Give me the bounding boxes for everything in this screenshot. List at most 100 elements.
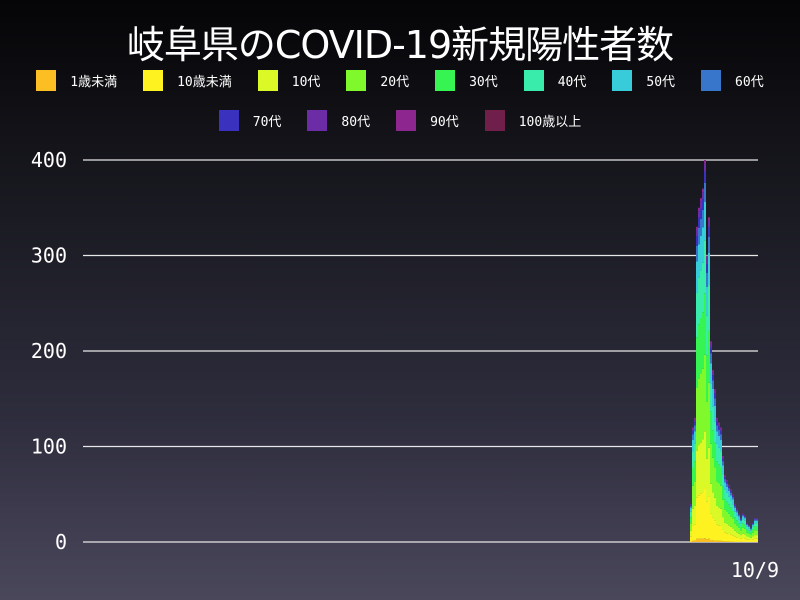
bar-segment bbox=[708, 227, 710, 237]
bar-segment bbox=[706, 539, 708, 542]
bar-segment bbox=[724, 475, 726, 476]
bar-segment bbox=[702, 199, 704, 210]
bar-segment bbox=[702, 439, 704, 493]
bar-segment bbox=[738, 527, 740, 534]
bar-segment bbox=[692, 508, 694, 526]
bar-segment bbox=[746, 524, 748, 526]
bar-segment bbox=[718, 540, 720, 542]
bar-segment bbox=[716, 540, 718, 542]
bar-stack bbox=[756, 518, 758, 542]
bar-segment bbox=[700, 442, 702, 494]
bar-stack bbox=[730, 489, 732, 542]
bar-segment bbox=[718, 447, 720, 465]
bar-segment bbox=[738, 519, 740, 524]
bar-segment bbox=[726, 501, 728, 512]
bar-segment bbox=[694, 431, 696, 444]
bar-segment bbox=[736, 508, 738, 510]
bar-segment bbox=[740, 535, 742, 539]
bar-segment bbox=[740, 538, 742, 542]
bar-segment bbox=[712, 389, 714, 407]
legend-swatch bbox=[523, 70, 544, 91]
bar-segment bbox=[728, 491, 730, 497]
bar-segment bbox=[722, 517, 724, 530]
bar-segment bbox=[692, 525, 694, 541]
bar-segment bbox=[720, 467, 722, 486]
bar-segment bbox=[704, 488, 706, 539]
y-tick-label: 200 bbox=[31, 339, 67, 363]
bar-segment bbox=[738, 516, 740, 520]
legend-item: 80代 bbox=[307, 110, 370, 131]
bar-stack bbox=[718, 422, 720, 542]
bar-segment bbox=[726, 479, 728, 481]
bar-segment bbox=[750, 539, 752, 542]
bar-segment bbox=[750, 530, 752, 533]
bar-segment bbox=[718, 525, 720, 541]
bar-segment bbox=[692, 428, 694, 431]
bar-segment bbox=[736, 532, 738, 538]
bar-segment bbox=[694, 421, 696, 426]
bar-segment bbox=[728, 488, 730, 492]
bar-segment bbox=[702, 227, 704, 263]
bar-segment bbox=[690, 523, 692, 531]
bar-segment bbox=[754, 519, 756, 521]
bar-stack bbox=[732, 494, 734, 542]
legend-label: 100歳以上 bbox=[518, 115, 582, 130]
bar-segment bbox=[708, 220, 710, 228]
legend-item: 70代 bbox=[218, 110, 281, 131]
bar-segment bbox=[752, 525, 754, 527]
bar-segment bbox=[746, 529, 748, 533]
bar-segment bbox=[748, 525, 750, 526]
bar-segment bbox=[706, 355, 708, 402]
bar-segment bbox=[712, 492, 714, 518]
bar-stack bbox=[746, 522, 748, 542]
legend-label: 1歳未満 bbox=[70, 75, 118, 90]
bar-segment bbox=[714, 540, 716, 542]
bar-segment bbox=[708, 330, 710, 383]
bar-segment bbox=[700, 236, 702, 271]
bar-segment bbox=[718, 429, 720, 436]
bar-segment bbox=[730, 490, 732, 492]
bar-segment bbox=[694, 419, 696, 422]
bar-segment bbox=[728, 485, 730, 487]
bar-segment bbox=[756, 518, 758, 520]
bar-stack bbox=[690, 503, 692, 542]
bar-segment bbox=[742, 513, 744, 515]
bar-segment bbox=[744, 520, 746, 525]
legend-swatch bbox=[701, 70, 722, 91]
bar-segment bbox=[710, 341, 712, 344]
bar-segment bbox=[710, 513, 712, 540]
bar-segment bbox=[730, 507, 732, 517]
bar-stack bbox=[700, 198, 702, 542]
y-tick-label: 0 bbox=[55, 530, 67, 554]
bar-stack bbox=[728, 484, 730, 542]
bar-stack bbox=[710, 341, 712, 542]
bar-segment bbox=[698, 277, 700, 325]
bar-segment bbox=[706, 272, 708, 288]
bar-segment bbox=[740, 520, 742, 524]
bar-stack bbox=[704, 160, 706, 542]
bar-segment bbox=[728, 525, 730, 534]
bar-segment bbox=[698, 495, 700, 539]
bar-segment bbox=[694, 524, 696, 541]
bar-segment bbox=[756, 519, 758, 521]
bar-segment bbox=[696, 261, 698, 294]
bar-segment bbox=[690, 530, 692, 537]
bar-segment bbox=[704, 240, 706, 294]
bar-segment bbox=[698, 227, 700, 245]
bar-segment bbox=[748, 530, 750, 534]
bar-segment bbox=[714, 467, 716, 498]
bar-segment bbox=[710, 383, 712, 412]
legend-label: 10歳未満 bbox=[177, 75, 232, 90]
bar-segment bbox=[746, 536, 748, 540]
bar-segment bbox=[720, 485, 722, 509]
bar-stack bbox=[754, 518, 756, 542]
bar-segment bbox=[714, 497, 716, 521]
bar-segment bbox=[718, 507, 720, 526]
bar-segment bbox=[730, 491, 732, 493]
bar-segment bbox=[744, 534, 746, 539]
legend-swatch bbox=[307, 110, 328, 131]
bar-segment bbox=[722, 541, 724, 542]
legend-swatch bbox=[435, 70, 456, 91]
legend-label: 60代 bbox=[735, 75, 764, 90]
